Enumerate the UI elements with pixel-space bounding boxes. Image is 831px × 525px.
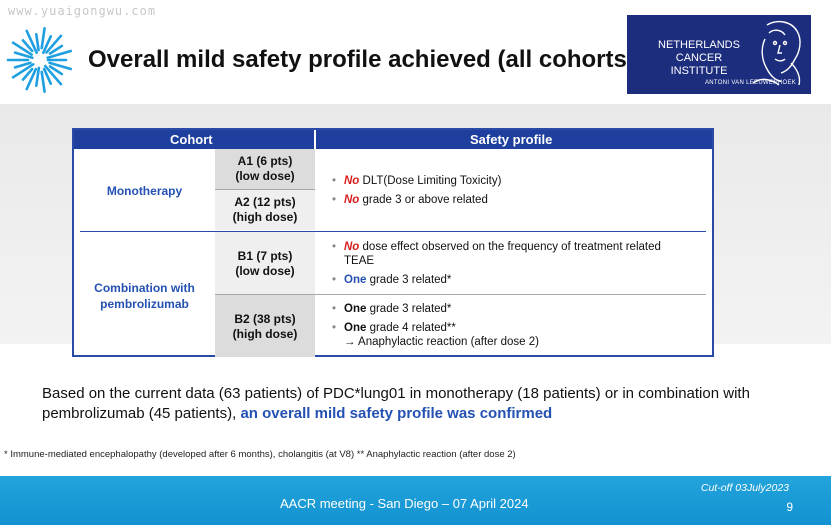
cohort-b1: B1 (7 pts) (low dose) [215,232,315,294]
row-divider [215,294,706,295]
starburst-ray [34,66,41,88]
starburst-ray [46,49,73,60]
starburst-ray [40,27,46,50]
list-item: One grade 3 related* [330,273,704,287]
starburst-ray [34,32,40,52]
group-divider [80,231,706,232]
list-item: One grade 4 related**→ Anaphylactic reac… [330,321,704,349]
profile-b1: No dose effect observed on the frequency… [330,240,704,287]
starburst-ray [45,34,63,54]
starburst-ray [11,63,35,79]
cutoff-date: Cut-off 03July2023 [700,482,789,494]
footnote: * Immune-mediated encephalopathy (develo… [4,449,516,460]
cohort-b2: B2 (38 pts) (high dose) [215,295,315,357]
cohort-a1: A1 (6 pts) (low dose) [215,149,315,189]
slide-title: Overall mild safety profile achieved (al… [88,46,635,73]
header-cohort: Cohort [170,132,213,147]
starburst-ray [21,39,34,53]
safety-table: Cohort Safety profile Monotherapy A1 (6 … [72,128,714,357]
starburst-ray [13,51,34,60]
portrait-icon [752,20,801,86]
summary-text: Based on the current data (63 patients) … [42,385,750,422]
starburst-ray [25,29,38,55]
starburst-ray [42,67,53,85]
institute-logo-name: NETHERLANDS CANCER INSTITUTE [658,39,740,77]
summary-highlight: an overall mild safety profile was confi… [240,405,553,422]
starburst-ray [11,41,33,56]
page-number: 9 [786,500,793,514]
list-item: No dose effect observed on the frequency… [330,240,704,268]
group-monotherapy: Monotherapy [106,184,183,198]
footer-bar: Cut-off 03July2023 AACR meeting - San Di… [0,476,831,525]
watermark-text: www.yuaigongwu.com [8,4,157,18]
starburst-ray [48,65,64,76]
institute-logo: NETHERLANDS CANCER INSTITUTE ANTONI VAN … [627,15,811,94]
starburst-ray [13,61,32,69]
starburst-ray [48,44,64,55]
starburst-logo-icon [6,27,73,93]
starburst-ray [21,67,34,81]
profile-b2: One grade 3 related* One grade 4 related… [330,302,704,349]
header-safety-profile: Safety profile [470,132,553,147]
starburst-ray [43,64,63,86]
institute-logo-subtitle: ANTONI VAN LEEUWENHOEK [705,80,797,86]
profile-monotherapy: No DLT(Dose Limiting Toxicity) No grade … [330,174,501,207]
starburst-ray [40,70,46,93]
list-item: One grade 3 related* [330,302,704,316]
list-item: No grade 3 or above related [330,193,501,207]
starburst-ray [42,35,53,55]
header-divider [314,130,316,149]
cohort-a2: A2 (12 pts) (high dose) [215,190,315,230]
group-combination: Combination with pembrolizumab [94,281,195,311]
table-header: Cohort Safety profile [74,130,712,149]
list-item: No DLT(Dose Limiting Toxicity) [330,174,501,188]
starburst-ray [48,61,73,71]
meeting-info: AACR meeting - San Diego – 07 April 2024 [280,496,529,511]
starburst-ray [25,67,38,91]
row-divider [215,189,315,190]
